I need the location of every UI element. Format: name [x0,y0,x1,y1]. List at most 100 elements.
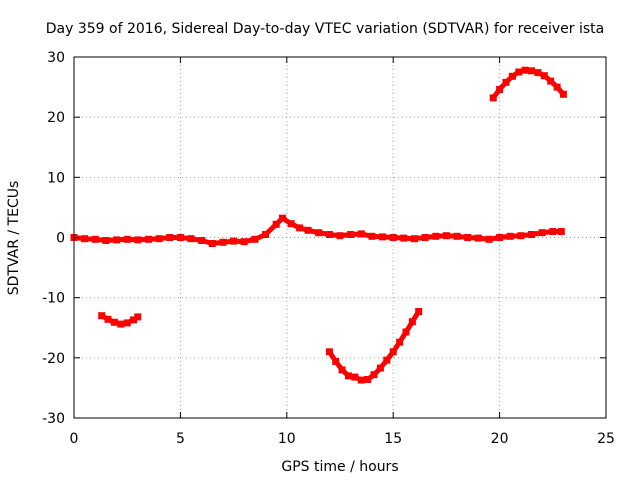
data-point [262,231,269,238]
data-point [521,66,529,74]
data-point [102,237,110,244]
data-point [296,224,304,232]
y-tick-label: -10 [42,291,65,307]
data-point [489,94,497,102]
data-point [421,234,429,241]
data-point [336,232,344,240]
data-point [104,315,112,323]
data-point [240,238,248,246]
series-2 [98,312,142,328]
data-point [442,232,450,240]
data-point [325,231,333,238]
data-point [515,68,523,76]
data-point [338,366,346,374]
data-point [134,236,142,244]
data-point [357,376,365,384]
data-point [464,234,472,241]
data-point [432,232,440,240]
y-tick-label: -30 [42,411,65,427]
data-point [506,232,514,240]
data-point [117,320,125,328]
data-point [528,67,535,75]
data-point [383,356,391,364]
data-point [508,72,516,80]
x-tick-label: 25 [597,431,615,447]
data-point [528,231,535,238]
data-point [517,232,525,240]
x-tick-label: 10 [278,431,296,447]
data-point [345,372,352,380]
data-point [547,77,555,85]
data-point [230,237,238,245]
y-tick-label: -20 [42,351,65,367]
data-point [208,240,216,247]
axis-ticks: 0 5 10 15 20 25 -30 -20 -10 0 10 20 30 [42,50,615,447]
chart-title: Day 359 of 2016, Sidereal Day-to-day VTE… [46,21,604,37]
series-3 [325,308,423,384]
data-point [176,234,184,241]
data-point [134,313,142,321]
x-axis-label: GPS time / hours [281,459,398,475]
data-point [110,318,118,326]
series-4 [489,66,567,102]
x-tick-label: 0 [70,431,79,447]
data-point [411,235,418,243]
data-point [502,78,510,86]
data-point [251,235,259,243]
data-point [325,348,333,356]
data-point [155,235,163,243]
data-point [389,234,397,241]
data-point [145,235,152,243]
data-point [130,316,138,324]
data-point [304,226,312,234]
data-points [70,66,567,384]
data-point [496,234,504,241]
data-point [453,232,461,240]
data-point [166,234,174,241]
data-point [279,214,286,222]
data-point [389,348,397,356]
data-point [91,235,99,243]
data-point [485,235,493,243]
data-point [351,373,359,381]
data-point [553,83,561,91]
data-point [400,234,408,242]
data-point [415,308,423,315]
data-point [379,233,387,241]
data-point [370,371,378,379]
series-1 [70,214,565,247]
data-point [368,232,376,240]
data-point [496,86,504,93]
data-point [123,319,131,327]
x-tick-label: 5 [176,431,185,447]
data-point [364,376,372,383]
data-point [198,237,206,244]
data-point [396,338,404,346]
y-tick-label: 20 [47,110,65,126]
data-point [347,231,355,238]
data-point [272,220,280,228]
data-point [287,220,295,228]
x-tick-label: 20 [491,431,509,447]
y-axis-label: SDTVAR / TECUs [6,181,22,296]
data-point [357,230,365,238]
data-point [557,228,565,235]
data-point [540,72,548,80]
data-point [376,364,384,372]
data-point [219,238,227,246]
y-tick-label: 0 [56,231,65,247]
data-point [549,228,557,235]
data-point [408,318,416,326]
data-point [534,69,542,77]
data-point [559,90,567,98]
x-tick-label: 15 [384,431,402,447]
data-point [538,229,546,237]
data-point [81,235,89,243]
data-point [98,312,106,320]
y-tick-label: 30 [47,50,65,66]
data-point [315,229,323,237]
data-point [332,357,340,365]
data-point [402,328,410,336]
data-point [113,236,121,244]
